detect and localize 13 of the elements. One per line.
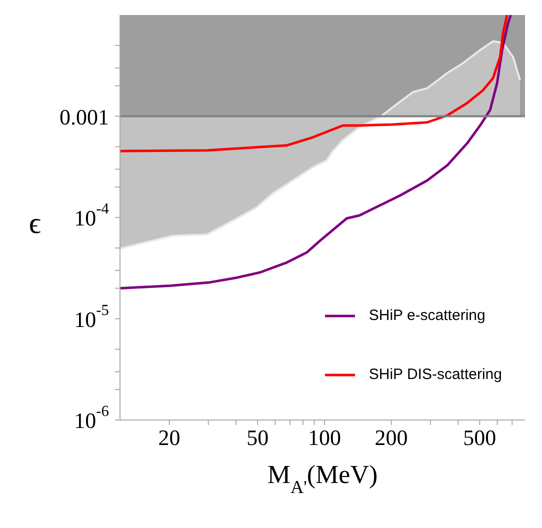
y-tick-label: 10$^{-6}$	[74, 403, 110, 432]
x-tick-label: 100	[308, 425, 341, 450]
x-tick-label: 500	[463, 425, 496, 450]
x-axis-title: M$_{A'}$(MeV)	[267, 460, 378, 497]
y-tick-label: 10$^{-5}$	[74, 302, 110, 332]
legend-label: SHiP e-scattering	[368, 307, 486, 324]
legend-label: SHiP DIS-scattering	[368, 366, 502, 383]
x-tick-label: 20	[158, 425, 180, 450]
y-axis-title: ϵ	[28, 206, 42, 240]
x-tick-label: 50	[246, 425, 269, 450]
x-tick-label: 200	[374, 425, 408, 450]
y-tick-label: 0.001	[60, 104, 109, 129]
y-tick-label: 10$^{-4}$	[74, 200, 110, 230]
